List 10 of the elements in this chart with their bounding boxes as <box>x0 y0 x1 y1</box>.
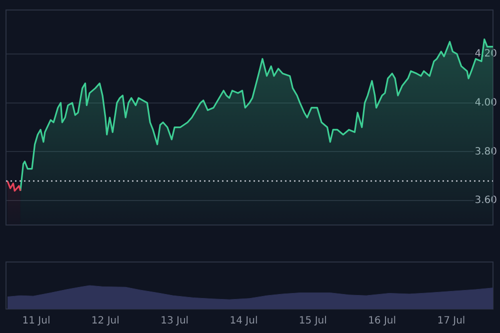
x-tick-label: 12 Jul <box>91 316 120 327</box>
x-tick-label: 16 Jul <box>368 316 396 327</box>
x-tick-label: 15 Jul <box>298 316 327 327</box>
y-tick-label: 3.80 <box>474 146 497 158</box>
x-tick-label: 11 Jul <box>22 316 50 327</box>
y-tick-label: 4.00 <box>474 97 497 108</box>
y-tick-label: 3.60 <box>474 195 497 206</box>
x-tick-label: 14 Jul <box>230 316 258 327</box>
x-tick-label: 17 Jul <box>437 316 466 327</box>
x-tick-label: 13 Jul <box>160 316 189 327</box>
